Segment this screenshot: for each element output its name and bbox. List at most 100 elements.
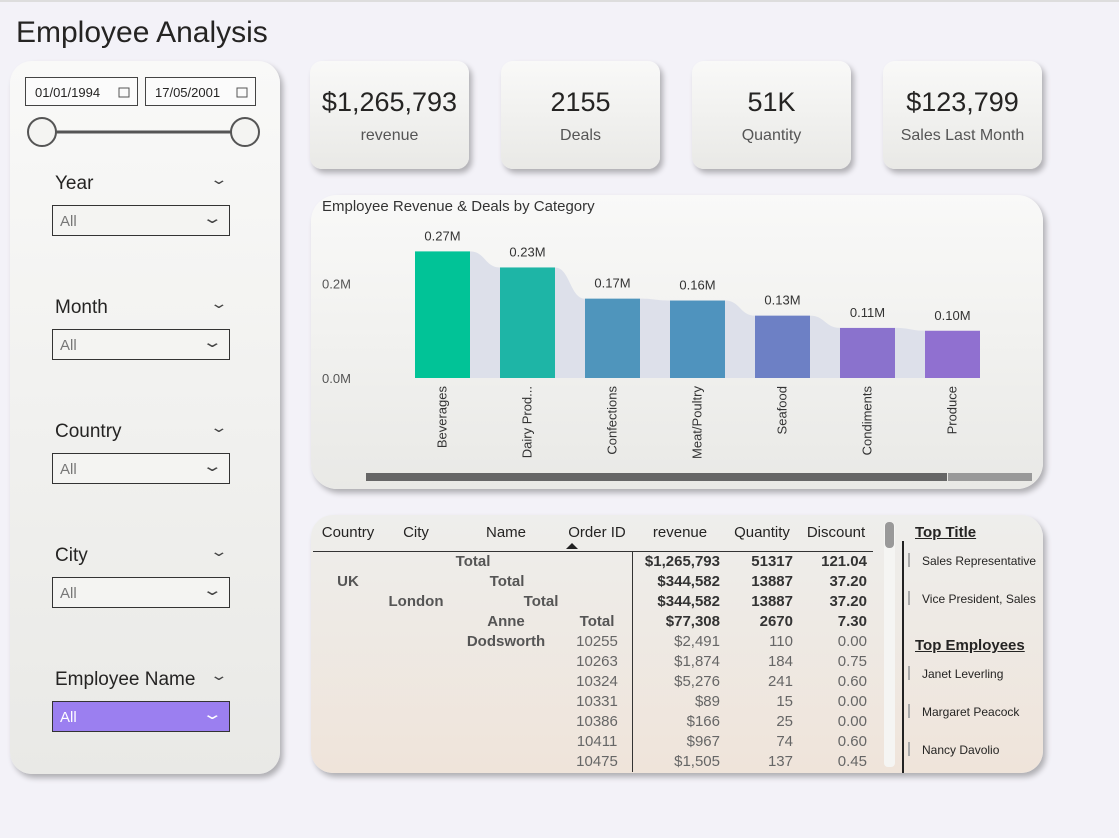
ribbon [725, 300, 755, 378]
dropdown-label: Country [55, 421, 122, 442]
sort-arrow[interactable] [565, 542, 579, 550]
revenue-cell: $166 [686, 713, 720, 730]
kpi-label: Deals [560, 127, 601, 144]
y-tick-label: 0.2M [322, 277, 351, 292]
order-id-cell: 10386 [576, 713, 618, 730]
kpi-card: $1,265,793 revenue [310, 61, 469, 169]
side-item[interactable]: Margaret Peacock [922, 705, 1020, 719]
data-label: 0.17M [594, 276, 630, 291]
x-tick-label: Confections [605, 386, 620, 455]
column-header[interactable]: City [403, 524, 429, 541]
order-id-cell: 10255 [576, 633, 618, 650]
quantity-cell: 137 [767, 753, 793, 770]
dropdown-box[interactable]: All ⌄ [52, 453, 230, 484]
slider-handle[interactable] [27, 117, 57, 147]
quantity-cell: 15 [776, 693, 793, 710]
quantity-cell: 184 [767, 653, 793, 670]
date-slider [27, 87, 260, 147]
revenue-cell: $5,276 [674, 673, 720, 690]
dropdown-label: Month [55, 297, 108, 318]
order-id-cell: 10324 [576, 673, 618, 690]
dropdown-label: Employee Name [55, 669, 196, 690]
dropdown-value: All [60, 461, 77, 478]
discount-cell: 0.60 [837, 673, 867, 690]
chart-title: Employee Revenue & Deals by Category [322, 198, 595, 215]
kpi-label: Quantity [741, 127, 802, 144]
quantity-cell: 13887 [751, 593, 793, 610]
revenue-cell: $967 [686, 733, 720, 750]
name-cell: Dodsworth [466, 633, 546, 650]
data-label: 0.11M [850, 305, 885, 320]
discount-cell: 37.20 [829, 573, 867, 590]
column-header[interactable]: Quantity [734, 524, 790, 541]
discount-cell: 37.20 [829, 593, 867, 610]
dropdown-box[interactable]: All ⌄ [52, 577, 230, 608]
revenue-cell: $1,874 [674, 653, 720, 670]
side-bar [908, 742, 910, 756]
header-rule [313, 551, 873, 552]
revenue-cell: $344,582 [657, 573, 720, 590]
ribbon [810, 315, 840, 378]
dropdown-box[interactable]: All ⌄ [52, 329, 230, 360]
column-header[interactable]: Country [321, 524, 375, 541]
discount-cell: 0.00 [837, 713, 867, 730]
side-item[interactable]: Nancy Davolio [922, 743, 1000, 757]
dropdown-box[interactable]: All ⌄ [52, 205, 230, 236]
chevron: ⌄ [209, 419, 229, 435]
dropdown-label: Year [55, 173, 94, 194]
side-item[interactable]: Vice President, Sales [922, 592, 1036, 606]
name-cell: Anne [487, 613, 525, 630]
top-border [0, 0, 1119, 2]
total-label: Total [579, 613, 615, 630]
table-scroll-thumb[interactable] [885, 522, 894, 548]
total-label: Total [455, 553, 491, 570]
column-header[interactable]: Name [485, 524, 527, 541]
quantity-cell: 110 [769, 633, 793, 650]
page-title: Employee Analysis [16, 16, 268, 49]
quantity-cell: 25 [776, 713, 793, 730]
bar [840, 327, 895, 378]
side-bar [908, 666, 910, 680]
table-scrollbar [884, 522, 895, 767]
x-tick-label: Seafood [775, 386, 790, 434]
data-label: 0.27M [424, 228, 460, 243]
dropdown-box[interactable]: All ⌄ [52, 701, 230, 732]
date-from-text: 01/01/1994 [35, 85, 101, 100]
data-label: 0.13M [764, 293, 800, 308]
column-header[interactable]: revenue [652, 524, 708, 541]
y-tick-label: 0.0M [322, 371, 351, 386]
column-header[interactable]: Order ID [568, 524, 626, 541]
quantity-cell: 51317 [751, 553, 793, 570]
kpi-card: $123,799 Sales Last Month [883, 61, 1042, 169]
revenue-cell: $89 [694, 693, 720, 710]
bar [925, 330, 980, 378]
quantity-cell: 13887 [751, 573, 793, 590]
dropdown-value: All [60, 337, 77, 354]
country-cell: UK [337, 573, 359, 590]
discount-cell: 7.30 [837, 613, 867, 630]
slider-handle[interactable] [230, 117, 260, 147]
city-cell: London [388, 593, 444, 610]
side-item[interactable]: Sales Representative [922, 554, 1037, 568]
dropdown-chevron: ⌄ [202, 334, 224, 351]
order-id-cell: 10263 [576, 653, 618, 670]
x-tick-label: Condiments [860, 386, 875, 456]
x-tick-label: Meat/Poultry [690, 386, 705, 459]
side-item[interactable]: Janet Leverling [922, 667, 1004, 681]
slicer-panel [10, 61, 280, 774]
x-tick-label: Beverages [435, 386, 450, 449]
kpi-value: $1,265,793 [321, 87, 458, 117]
discount-cell: 0.45 [837, 753, 867, 770]
chevron: ⌄ [209, 543, 229, 559]
dropdown-chevron: ⌄ [202, 458, 224, 475]
revenue-cell: $77,308 [665, 613, 720, 630]
dropdown-chevron: ⌄ [202, 210, 224, 227]
quantity-cell: 74 [776, 733, 793, 750]
ribbon [640, 298, 670, 378]
dropdown-value: All [60, 709, 77, 726]
side-divider [902, 541, 904, 773]
order-id-cell: 10331 [576, 693, 618, 710]
column-header[interactable]: Discount [806, 524, 866, 541]
scrollbar-thumb[interactable] [366, 473, 947, 481]
